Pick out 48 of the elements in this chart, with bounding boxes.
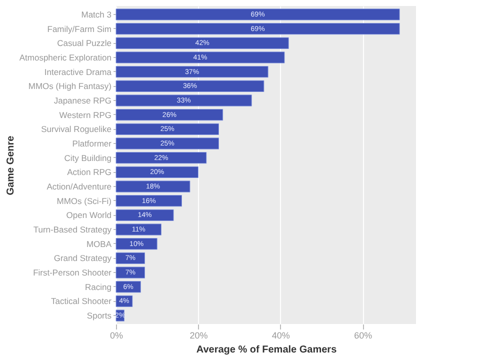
y-tick-label: Action RPG — [67, 167, 112, 178]
y-tick-label: Family/Farm Sim — [47, 24, 112, 34]
y-tick-label: First-Person Shooter — [33, 268, 112, 278]
bar — [116, 37, 289, 49]
y-tick-label: Platformer — [72, 138, 112, 148]
bar — [116, 94, 252, 106]
bar — [116, 238, 158, 250]
bar — [116, 52, 285, 64]
y-tick-label: Turn-Based Strategy — [33, 224, 112, 235]
y-tick-label: Action/Adventure — [46, 182, 112, 192]
bar — [116, 152, 207, 164]
bar — [116, 224, 162, 236]
y-tick-label: MMOs (Sci-Fi) — [56, 196, 112, 206]
x-tick-label: 0% — [110, 330, 124, 340]
y-tick-label: Match 3 — [81, 9, 112, 20]
y-tick-label: Survival Roguelike — [41, 124, 112, 134]
y-tick-label: Sports — [86, 310, 112, 321]
x-tick-label: 60% — [354, 330, 372, 340]
y-tick-label: Open World — [66, 210, 112, 220]
bar — [116, 266, 146, 278]
y-tick-label: Tactical Shooter — [51, 296, 112, 306]
y-tick-label: Grand Strategy — [54, 253, 112, 264]
y-tick-label: Atmospheric Exploration — [19, 52, 112, 62]
bar — [116, 8, 400, 20]
x-axis-title: Average % of Female Gamers — [196, 344, 338, 356]
y-tick-label: Japanese RPG — [54, 95, 112, 106]
y-tick-label: City Building — [64, 152, 112, 163]
bar — [116, 209, 174, 222]
bar — [116, 195, 182, 207]
y-axis-title: Game Genre — [5, 135, 16, 196]
bar — [116, 180, 190, 192]
y-tick-label: MOBA — [86, 238, 112, 249]
y-tick-label: Racing — [85, 282, 112, 292]
bar — [116, 66, 268, 78]
bar — [116, 108, 224, 121]
y-tick-label: Casual Puzzle — [57, 38, 112, 48]
bar — [116, 166, 198, 178]
bar — [116, 80, 264, 92]
bar — [116, 252, 146, 264]
bar — [116, 123, 219, 135]
y-tick-label: MMOs (High Fantasy) — [28, 81, 112, 92]
y-tick-label: Interactive Drama — [44, 66, 112, 77]
bar — [116, 22, 400, 35]
bar — [116, 281, 141, 293]
y-tick-label: Western RPG — [59, 110, 112, 120]
x-tick-label: 40% — [272, 330, 290, 340]
bar — [116, 138, 219, 150]
x-tick-label: 20% — [190, 330, 208, 340]
